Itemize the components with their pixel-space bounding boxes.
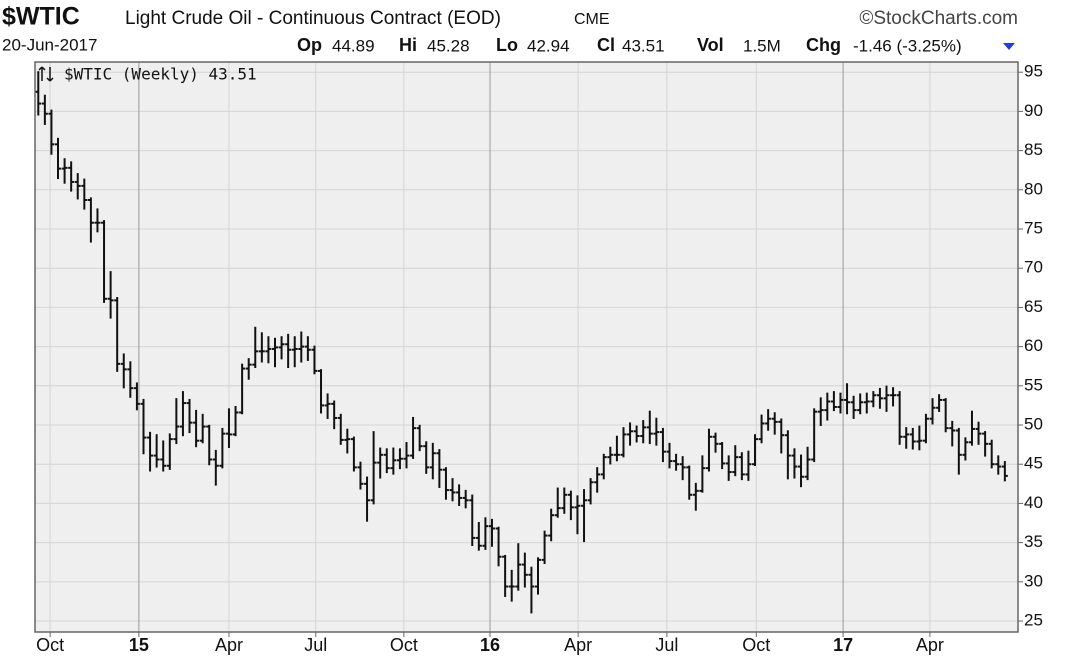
x-tick-label: 17 [833,635,853,655]
x-tick-label: Apr [916,635,944,655]
chart-title: Light Crude Oil - Continuous Contract (E… [125,8,501,29]
x-tick-label: Apr [564,635,592,655]
source: ©StockCharts.com [859,8,1018,29]
y-tick-label: 50 [1024,414,1043,433]
quote: Op 44.89 Hi 45.28 Lo 42.94 Cl 43.51 Vol 1.5M Chg -1… [297,35,962,56]
quote-label: Op [297,35,322,55]
x-tick-label: Apr [215,635,243,655]
exchange: CME [574,11,610,28]
x-tick-label: 16 [480,635,500,655]
grid [35,62,1023,637]
quote-label: Cl [597,35,615,55]
plot-border [34,61,1019,633]
quote-label: Lo [496,35,518,55]
y-tick-label: 25 [1024,611,1043,630]
x-tick-label: Oct [742,635,770,655]
quote-date: 20-Jun-2017 [2,35,97,54]
quote-label: Hi [399,35,417,55]
y-tick-label: 80 [1024,179,1043,198]
quote-value: 44.89 [332,36,375,55]
y-tick-label: 35 [1024,532,1043,551]
y-tick-label: 70 [1024,258,1043,277]
y-tick-label: 40 [1024,493,1043,512]
y-tick-label: 65 [1024,297,1043,316]
x-tick-label: Oct [390,635,418,655]
quote-label: Chg [806,35,841,55]
y-tick-label: 60 [1024,336,1043,355]
y-tick-label: 95 [1024,62,1043,81]
quote-value: 1.5M [743,36,781,55]
y-tick-label: 75 [1024,218,1043,237]
symbol: $WTIC [2,3,80,31]
x-tick-label: Oct [36,635,64,655]
y-tick-label: 55 [1024,375,1043,394]
quote-value: -1.46 (-3.25%) [853,36,962,55]
quote-label: Vol [697,35,724,55]
legend: $WTIC (Weekly) 43.51 [64,65,257,84]
y-tick-label: 90 [1024,101,1043,120]
y-tick-label: 45 [1024,454,1043,473]
y-tick-label: 85 [1024,140,1043,159]
change-arrow [1003,43,1015,50]
x-tick-label: 15 [129,635,149,655]
quote-value: 42.94 [527,36,570,55]
bars [35,71,1008,614]
quote-value: 45.28 [427,36,470,55]
x-tick-label: Jul [304,635,327,655]
x-tick-label: Jul [655,635,678,655]
legend-icon [38,66,54,82]
quote-value: 43.51 [622,36,665,55]
y-tick-label: 30 [1024,571,1043,590]
